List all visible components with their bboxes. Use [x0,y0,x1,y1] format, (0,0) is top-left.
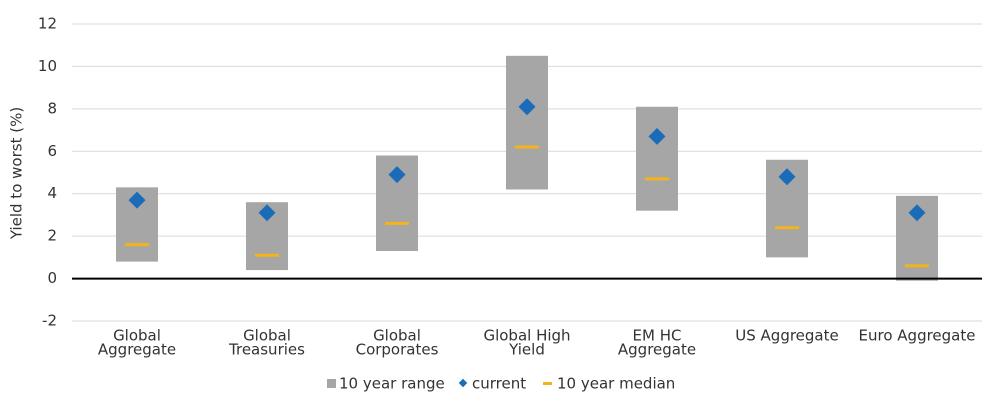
current-marker [258,204,276,222]
range-bar [506,55,548,190]
y-tick-label: 10 [38,57,57,75]
x-tick-label: Global [243,327,291,345]
legend-swatch [327,379,336,388]
x-tick-label: Global [113,327,161,345]
x-tick-label: Aggregate [618,341,696,359]
x-tick-label: US Aggregate [735,327,838,345]
y-tick-label: 12 [38,15,57,33]
legend-swatch [458,378,468,388]
x-tick-label: Yield [508,341,545,359]
median-marker [905,264,929,268]
current-marker [778,168,796,186]
y-tick-label: 0 [47,269,57,287]
legend: 10 year range current 10 year median [327,375,675,393]
x-tick-label: EM HC [633,327,682,345]
current-marker [128,191,146,209]
x-tick-label: Aggregate [98,341,176,359]
median-marker [515,145,539,149]
y-tick-label: 6 [47,142,57,160]
x-tick-label: Treasuries [228,341,305,359]
x-tick-label: Global [373,327,421,345]
current-marker [388,166,406,184]
y-tick-label: 2 [47,227,57,245]
x-tick-label: Corporates [356,341,439,359]
y-tick-label: 4 [47,184,57,202]
median-marker [775,226,799,230]
x-tick-label: Euro Aggregate [859,327,976,345]
x-tick-label: Global High [483,327,570,345]
current-marker [648,127,666,145]
median-marker [645,177,669,181]
median-marker [385,221,409,225]
range-bar [636,106,678,211]
legend-swatch [543,382,552,385]
y-tick-label: -2 [42,312,57,330]
current-marker [908,204,926,222]
current-marker [518,98,536,116]
y-axis-label: Yield to worst (%) [8,107,26,240]
median-marker [125,243,149,247]
y-tick-label: 8 [47,99,57,117]
legend-label: 10 year range [339,375,445,393]
legend-label: current [472,375,526,393]
legend-label: 10 year median [557,375,675,393]
median-marker [255,253,279,257]
